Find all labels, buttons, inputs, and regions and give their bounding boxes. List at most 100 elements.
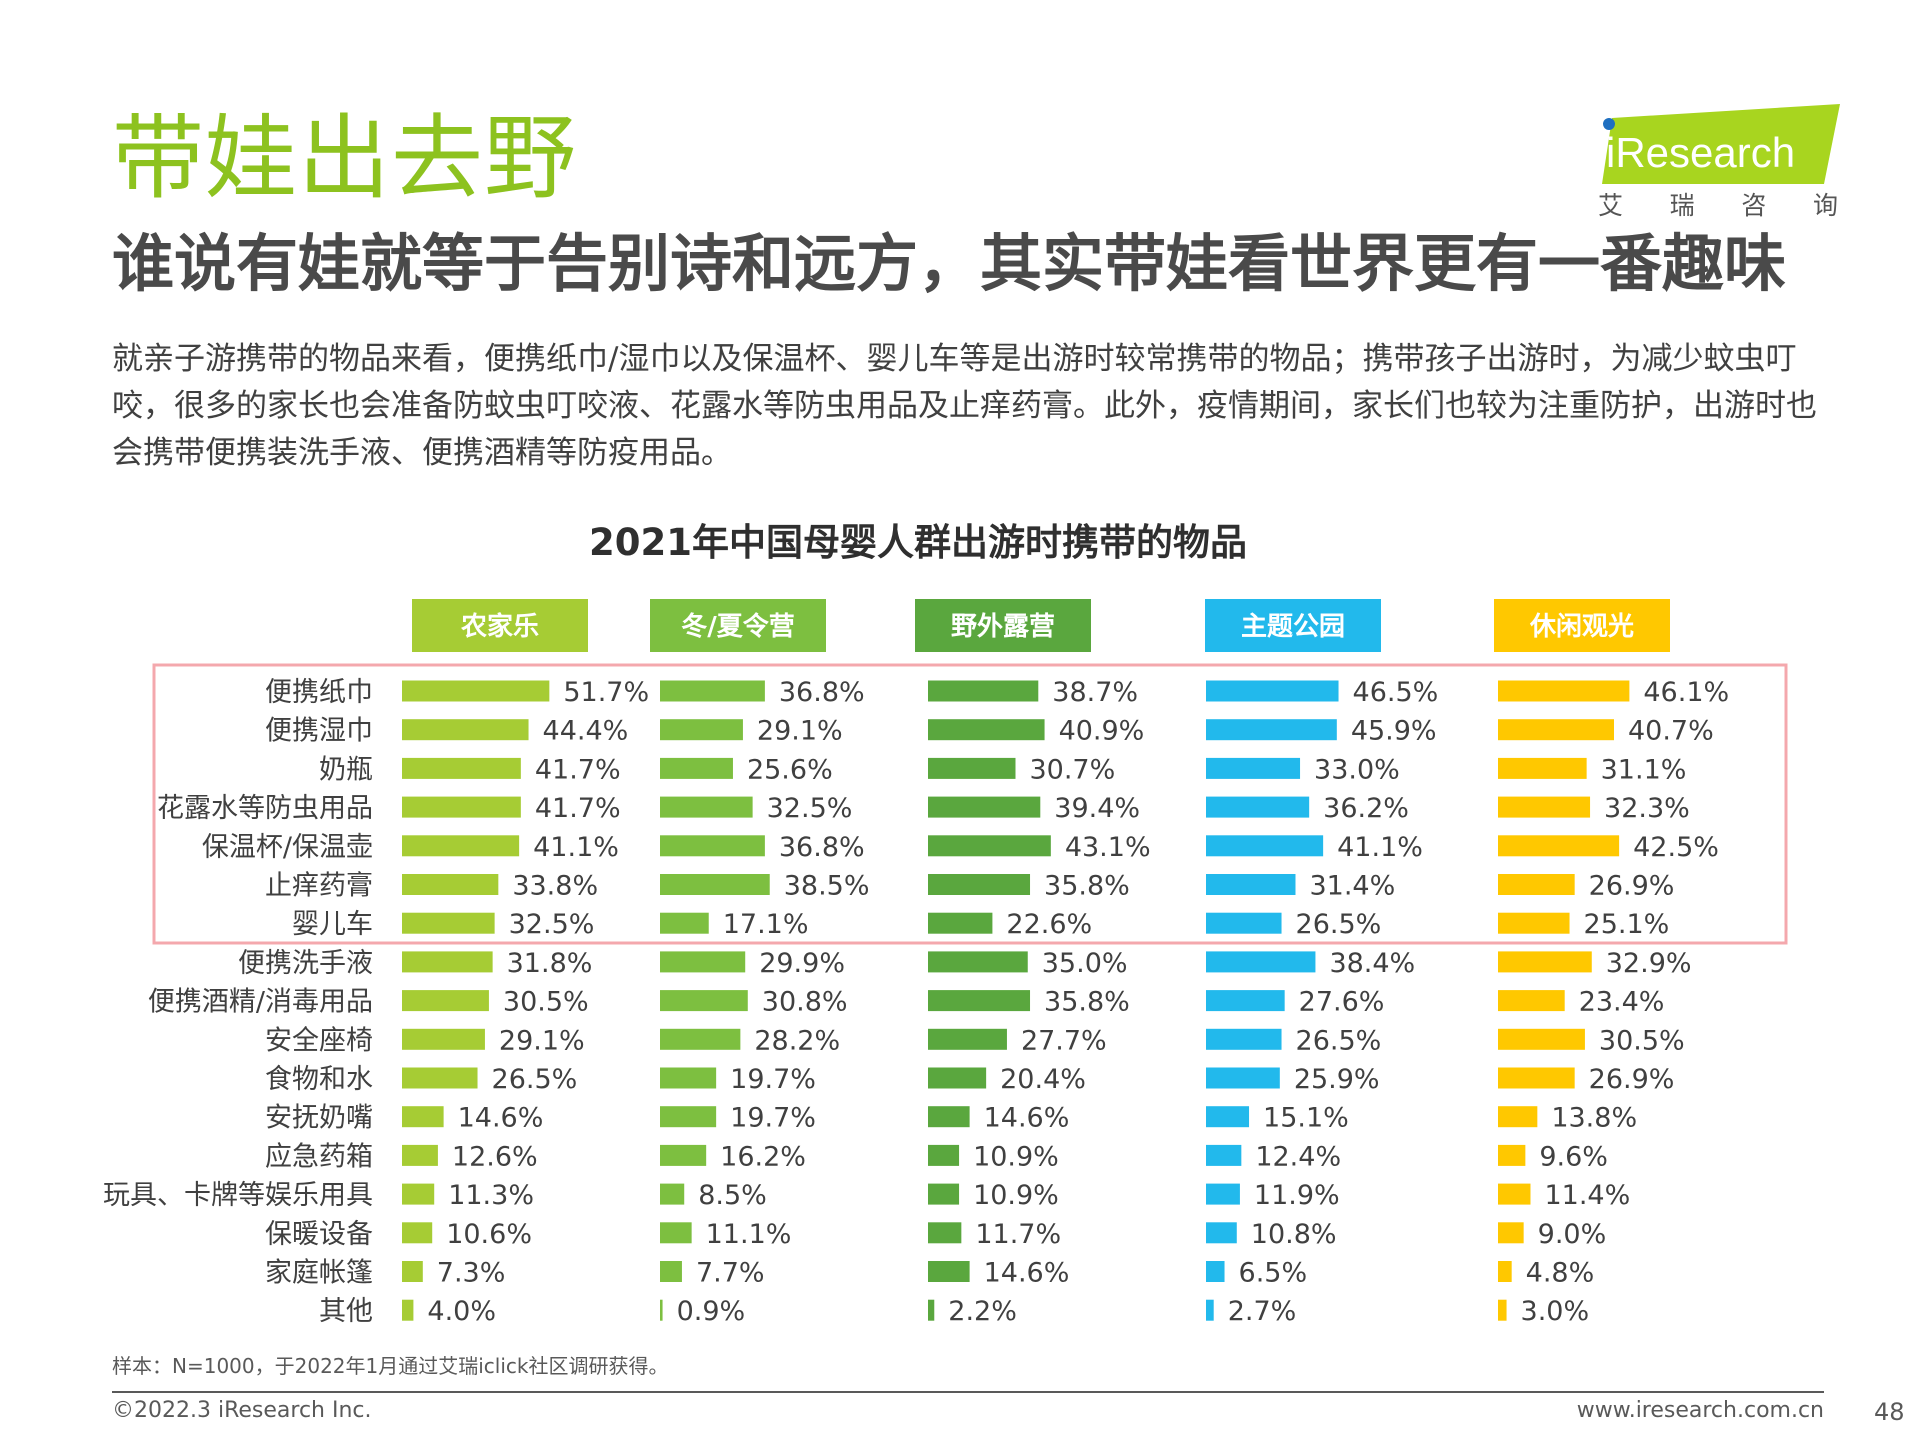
bar-value-label: 0.9% bbox=[677, 1296, 746, 1327]
category-label: 玩具、卡牌等娱乐用具 bbox=[103, 1180, 373, 1211]
bar-value-label: 36.8% bbox=[779, 677, 865, 708]
category-label: 奶瓶 bbox=[319, 754, 373, 785]
bar bbox=[1206, 874, 1296, 895]
series-header-bg bbox=[1494, 599, 1670, 652]
bar-value-label: 32.3% bbox=[1604, 793, 1690, 824]
category-label: 应急药箱 bbox=[265, 1141, 373, 1172]
bar-value-label: 41.1% bbox=[533, 832, 619, 863]
bar-value-label: 36.2% bbox=[1323, 793, 1409, 824]
bars: 51.7% 44.4% 41.7% 41.7% 41.1% 33.8% 32.5% 31.8%… bbox=[402, 677, 1729, 1327]
bar-value-label: 40.9% bbox=[1059, 716, 1145, 747]
bar-value-label: 14.6% bbox=[458, 1103, 544, 1134]
bar bbox=[928, 1299, 935, 1321]
bar bbox=[402, 874, 499, 895]
bar bbox=[660, 951, 746, 973]
bar-value-label: 39.4% bbox=[1054, 793, 1140, 824]
bar bbox=[1498, 1144, 1526, 1166]
bar bbox=[1498, 874, 1575, 895]
category-label: 保温杯/保温壶 bbox=[202, 832, 373, 863]
bar bbox=[1206, 1222, 1237, 1244]
bar bbox=[928, 1222, 962, 1244]
bar bbox=[928, 1028, 1007, 1050]
bar-value-label: 46.5% bbox=[1353, 677, 1439, 708]
bar-value-label: 27.7% bbox=[1021, 1025, 1107, 1056]
bar-value-label: 44.4% bbox=[543, 716, 629, 747]
bar-value-label: 25.6% bbox=[747, 754, 833, 785]
bar-value-label: 33.0% bbox=[1314, 754, 1400, 785]
bar bbox=[1206, 1299, 1214, 1321]
bar-value-label: 42.5% bbox=[1633, 832, 1719, 863]
bar-value-label: 11.7% bbox=[975, 1219, 1061, 1250]
bar-value-label: 14.6% bbox=[984, 1258, 1070, 1289]
website-link[interactable]: www.iresearch.com.cn bbox=[1576, 1398, 1824, 1423]
bar bbox=[1498, 990, 1565, 1012]
bar-value-label: 26.5% bbox=[1296, 1025, 1382, 1056]
category-label: 家庭帐篷 bbox=[265, 1258, 373, 1289]
bar-value-label: 35.8% bbox=[1044, 987, 1130, 1018]
bar-value-label: 6.5% bbox=[1239, 1258, 1308, 1289]
bar-value-label: 35.0% bbox=[1042, 948, 1128, 979]
category-label: 婴儿车 bbox=[292, 909, 373, 940]
bar-value-label: 26.5% bbox=[1296, 909, 1382, 940]
bar bbox=[928, 951, 1028, 973]
category-label: 食物和水 bbox=[265, 1064, 373, 1095]
bar-value-label: 31.8% bbox=[507, 948, 593, 979]
series-header: 主题公园 bbox=[1205, 599, 1381, 652]
bar-value-label: 43.1% bbox=[1065, 832, 1151, 863]
series-header-label: 主题公园 bbox=[1241, 612, 1345, 642]
bar-value-label: 31.1% bbox=[1601, 754, 1687, 785]
chart-title: 2021年中国母婴人群出游时携带的物品 bbox=[589, 521, 1247, 564]
category-label: 安全座椅 bbox=[265, 1025, 373, 1056]
bar bbox=[1498, 1261, 1512, 1282]
bar bbox=[928, 1067, 987, 1089]
series-header-bg bbox=[1205, 599, 1381, 652]
bar bbox=[660, 757, 733, 779]
bar-value-label: 3.0% bbox=[1521, 1296, 1590, 1327]
bar bbox=[402, 1067, 478, 1089]
bar bbox=[402, 1106, 444, 1128]
series-header-label: 野外露营 bbox=[951, 612, 1055, 642]
bar bbox=[1206, 1028, 1282, 1050]
bar-value-label: 51.7% bbox=[563, 677, 649, 708]
series-header: 休闲观光 bbox=[1494, 599, 1670, 652]
bar-value-label: 25.9% bbox=[1294, 1064, 1380, 1095]
bar-value-label: 2.7% bbox=[1228, 1296, 1297, 1327]
bar-value-label: 27.6% bbox=[1299, 987, 1385, 1018]
bar-value-label: 26.9% bbox=[1589, 871, 1675, 902]
bar-value-label: 4.0% bbox=[427, 1296, 496, 1327]
copyright: ©2022.3 iResearch Inc. bbox=[112, 1398, 372, 1423]
bar bbox=[1498, 951, 1592, 973]
bar-value-label: 28.2% bbox=[754, 1025, 840, 1056]
category-label: 安抚奶嘴 bbox=[265, 1103, 373, 1134]
bar-value-label: 41.7% bbox=[535, 793, 621, 824]
bar-value-label: 11.9% bbox=[1254, 1180, 1340, 1211]
bar-value-label: 29.9% bbox=[759, 948, 845, 979]
bar-value-label: 38.5% bbox=[784, 871, 870, 902]
bar-value-label: 10.9% bbox=[973, 1141, 1059, 1172]
bar bbox=[928, 757, 1016, 779]
series-headers: 农家乐 冬/夏令营 野外露营 主题公园 休闲观光 bbox=[412, 599, 1670, 652]
bar bbox=[1206, 796, 1310, 818]
bar bbox=[928, 796, 1041, 818]
bar bbox=[1498, 1106, 1538, 1128]
bar bbox=[1498, 912, 1570, 934]
bar-value-label: 23.4% bbox=[1579, 987, 1665, 1018]
bar bbox=[402, 757, 521, 779]
bar bbox=[1206, 680, 1339, 702]
bar-value-label: 30.7% bbox=[1029, 754, 1115, 785]
bar-value-label: 12.6% bbox=[452, 1141, 538, 1172]
bar bbox=[402, 990, 489, 1012]
series-header-bg bbox=[650, 599, 826, 652]
bar bbox=[660, 1222, 692, 1244]
sample-footnote: 样本：N=1000，于2022年1月通过艾瑞iclick社区调研获得。 bbox=[112, 1354, 669, 1378]
series-header: 野外露营 bbox=[915, 599, 1091, 652]
bar-value-label: 32.9% bbox=[1606, 948, 1692, 979]
series-header: 农家乐 bbox=[412, 599, 588, 652]
bar-value-label: 20.4% bbox=[1000, 1064, 1086, 1095]
series-header-bg bbox=[915, 599, 1091, 652]
bar-value-label: 45.9% bbox=[1351, 716, 1437, 747]
bar-value-label: 40.7% bbox=[1628, 716, 1714, 747]
bar bbox=[402, 1183, 435, 1205]
bar-value-label: 10.8% bbox=[1251, 1219, 1337, 1250]
bar-value-label: 11.4% bbox=[1544, 1180, 1630, 1211]
